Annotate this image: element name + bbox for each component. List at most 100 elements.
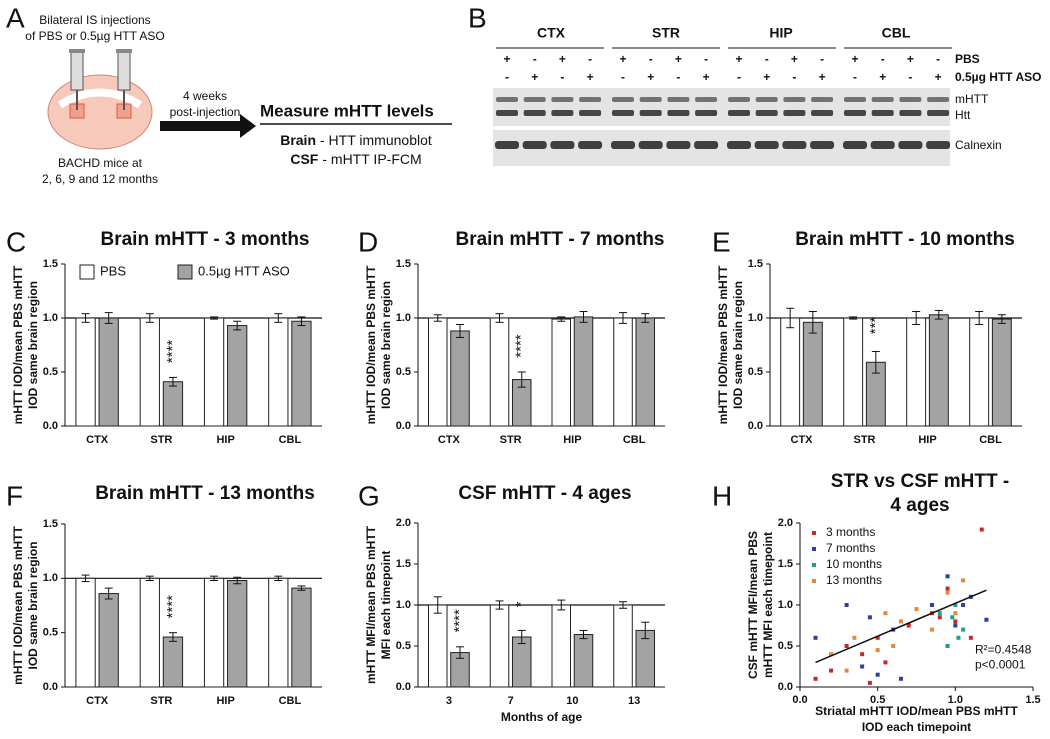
blot-band: [810, 141, 835, 149]
bar: [75, 317, 96, 427]
bar: [162, 636, 184, 688]
x-tick-label: 3: [446, 695, 452, 707]
point: [945, 586, 950, 591]
y-tick-label: 1.0: [43, 312, 58, 324]
y-axis-label: IOD same brain region: [26, 541, 40, 669]
x-tick-label: CTX: [86, 434, 109, 446]
blot-membrane: [493, 88, 950, 126]
y-axis-label: IOD same brain region: [379, 281, 393, 409]
x-tick-label: CBL: [979, 434, 1002, 446]
significance: ****: [451, 609, 468, 633]
y-axis-label: MFI each timepoint: [379, 551, 393, 660]
point: [953, 623, 958, 628]
blot-band: [811, 110, 834, 116]
blot-band: [754, 141, 779, 149]
point: [945, 574, 950, 579]
brain-diagram: [47, 49, 153, 150]
region-header: STR: [652, 25, 680, 41]
blot-band: [695, 97, 718, 102]
blot-band: [579, 97, 602, 102]
bar: [573, 634, 594, 688]
pbs-lane: +: [791, 52, 798, 66]
x-tick-label: HIP: [918, 434, 936, 446]
pbs-lane: +: [619, 52, 626, 66]
x-tick-label: CTX: [791, 434, 814, 446]
significance: *: [513, 601, 530, 607]
y-tick-label: 1.0: [396, 312, 411, 324]
fit-line: [815, 589, 987, 664]
bar: [203, 577, 225, 688]
chart-title: 4 ages: [890, 495, 949, 516]
bar: [75, 577, 96, 688]
aso-lane: +: [647, 70, 654, 84]
significance: ****: [164, 595, 181, 619]
pbs-lane: +: [851, 52, 858, 66]
point: [961, 603, 966, 607]
y-tick-label: 0.0: [43, 420, 58, 432]
legend-marker: [812, 563, 816, 567]
x-tick-label: 1.0: [948, 694, 963, 706]
bar: [227, 325, 248, 427]
injection-text: of PBS or 0.5µg HTT ASO: [25, 29, 164, 43]
y-tick-label: 1.0: [778, 599, 793, 611]
aso-lane: +: [763, 70, 770, 84]
x-tick-label: 7: [508, 695, 514, 707]
x-tick-label: CTX: [86, 695, 109, 707]
pbs-lane: +: [735, 52, 742, 66]
pbs-lane: -: [649, 52, 653, 66]
x-tick-label: 1.5: [1025, 694, 1040, 706]
bar: [991, 318, 1012, 427]
pbs-lane: -: [820, 52, 824, 66]
blot-band: [899, 97, 922, 102]
pbs-lane: +: [675, 52, 682, 66]
x-tick-label: STR: [854, 434, 876, 446]
bar: [969, 317, 990, 427]
point: [961, 627, 966, 632]
chart-title: Brain mHTT - 7 months: [455, 229, 664, 250]
bar: [613, 317, 633, 427]
point: [968, 635, 973, 640]
band-label: Calnexin: [955, 138, 1002, 152]
point: [914, 607, 919, 612]
y-axis-label: IOD same brain region: [26, 281, 40, 409]
blot-band: [667, 110, 690, 116]
y-tick-label: 2.0: [396, 517, 411, 529]
blot-band: [926, 141, 951, 149]
blot-band: [523, 97, 546, 102]
aso-lane: -: [560, 70, 564, 84]
y-tick-label: 1.5: [43, 258, 58, 270]
y-tick-label: 0.5: [748, 366, 763, 378]
y-tick-label: 1.0: [43, 572, 58, 584]
point: [860, 652, 865, 657]
y-tick-label: 0.5: [43, 627, 58, 639]
point: [984, 617, 989, 622]
pbs-lane: -: [704, 52, 708, 66]
point: [875, 648, 880, 653]
bar: [780, 317, 801, 427]
bar: [291, 587, 312, 688]
x-tick-label: HIP: [216, 434, 234, 446]
blot-band: [639, 110, 662, 116]
point: [813, 676, 818, 681]
blot-band: [667, 97, 690, 102]
blot-band: [755, 97, 778, 102]
panel-label: B: [468, 2, 487, 33]
legend-label: 7 months: [826, 541, 875, 555]
aso-lane: +: [819, 70, 826, 84]
bar: [268, 577, 289, 688]
y-tick-label: 0.0: [748, 420, 763, 432]
band-label: mHTT: [955, 92, 989, 106]
bar: [613, 604, 633, 688]
chart-title: Brain mHTT - 10 months: [795, 229, 1015, 250]
x-axis-label: IOD each timepoint: [862, 720, 971, 734]
bar: [139, 317, 160, 427]
y-axis-label: mHTT IOD/mean PBS mHTT: [11, 525, 25, 684]
aso-lane: +: [587, 70, 594, 84]
point: [937, 615, 942, 620]
point: [956, 635, 961, 640]
bar: [227, 580, 248, 688]
x-tick-label: CBL: [623, 434, 646, 446]
aso-lane: +: [531, 70, 538, 84]
annotation: p<0.0001: [975, 657, 1026, 671]
